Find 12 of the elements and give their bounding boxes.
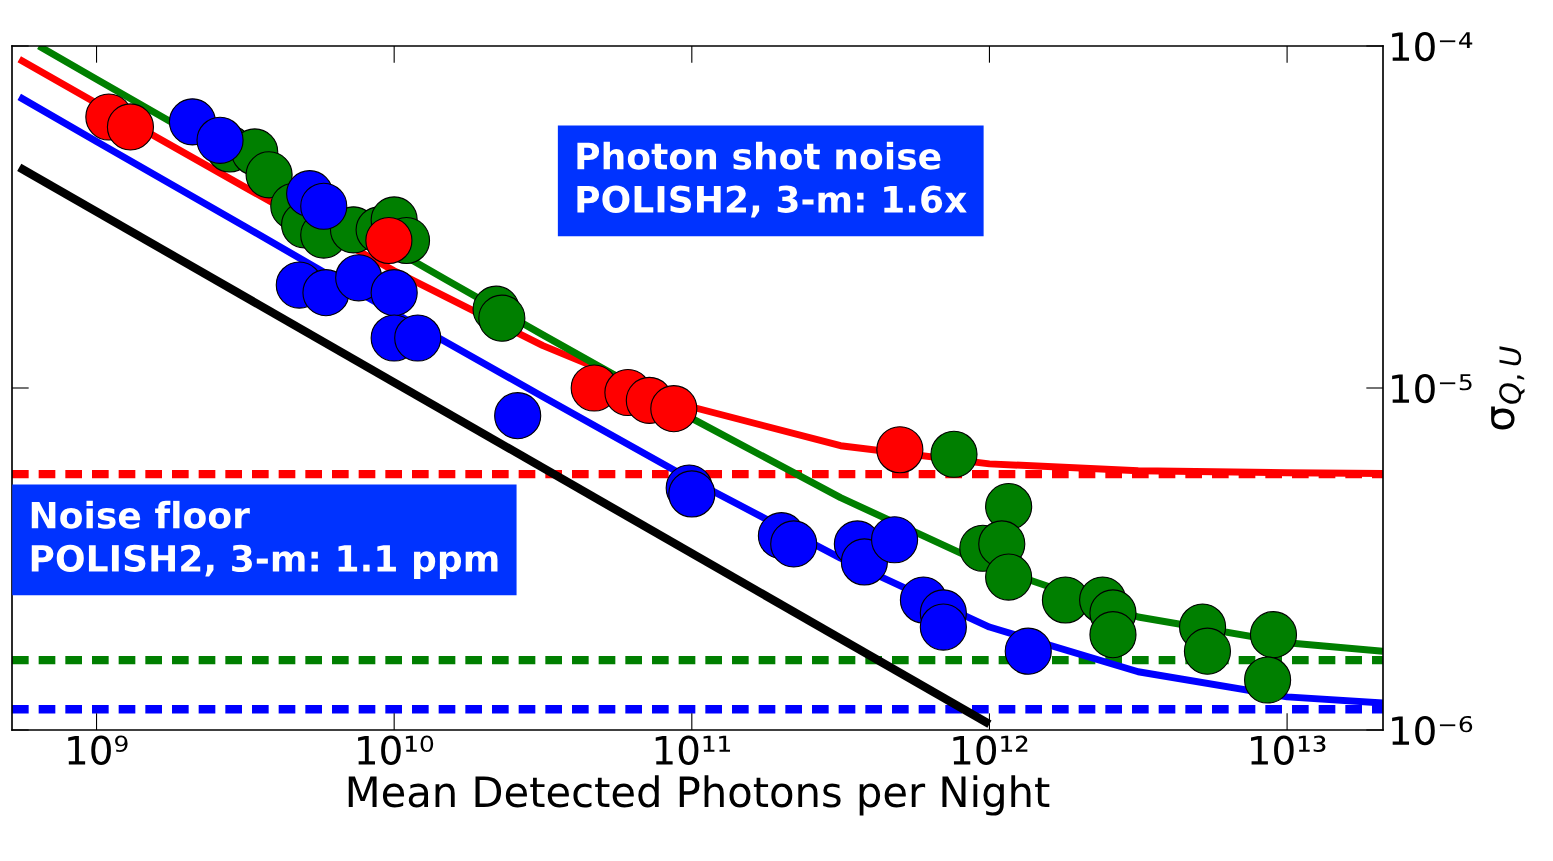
y-tick-label: 10⁻⁴	[1392, 31, 1473, 62]
x-tick-label: 10¹¹	[655, 735, 731, 765]
y-axis-title: σ$_{Q,U}$	[1491, 346, 1525, 430]
y-tick-label: 10⁻⁵	[1392, 373, 1472, 404]
annotation: Noise floor POLISH2, 3-m: 1.1 ppm	[31, 500, 498, 579]
x-tick-label: 10¹²	[953, 735, 1028, 765]
x-tick-label: 10¹⁰	[358, 735, 434, 765]
x-tick-label: 10⁹	[68, 735, 128, 765]
annotation: Photon shot noise POLISH2, 3-m: 1.6x	[577, 141, 967, 218]
x-axis-title: Mean Detected Photons per Night	[348, 775, 1050, 816]
x-tick-label: 10¹³	[1251, 735, 1326, 765]
y-tick-label: 10⁻⁶	[1392, 715, 1473, 746]
